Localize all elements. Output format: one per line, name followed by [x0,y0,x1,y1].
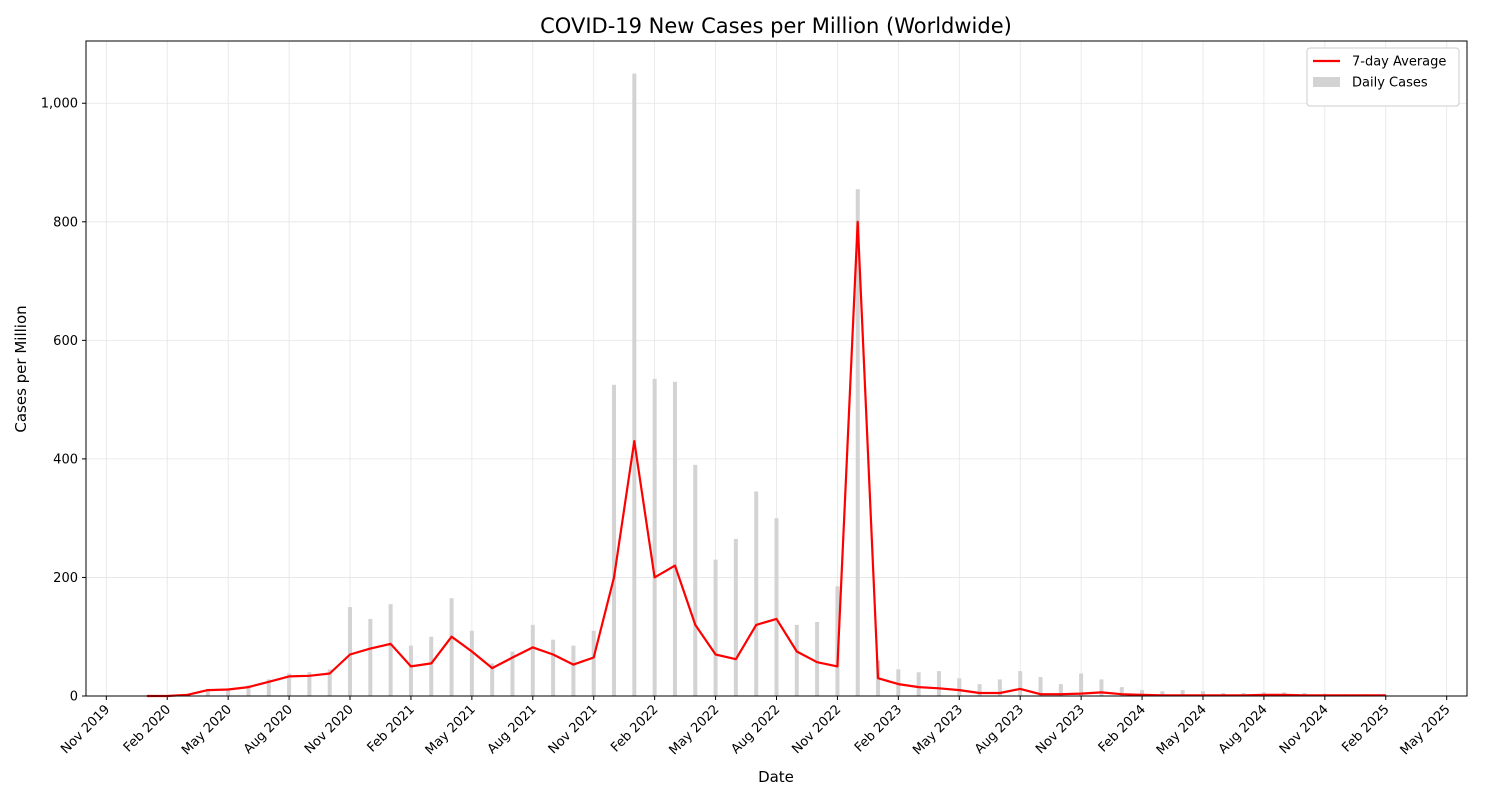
bar [1140,690,1145,696]
bar [408,645,413,696]
bar [713,559,718,696]
x-tick-label: May 2021 [423,702,479,758]
x-tick-label: Aug 2024 [1216,702,1271,757]
bar [1099,679,1104,696]
y-tick-label: 400 [53,452,78,467]
bar [1119,687,1124,696]
bar [1180,690,1185,696]
x-tick-label: May 2023 [910,702,966,758]
chart-title: COVID-19 New Cases per Million (Worldwid… [540,14,1012,38]
bar [205,688,210,696]
x-tick-label: Feb 2021 [365,702,418,755]
x-axis-label: Date [758,768,794,786]
bar [693,464,698,696]
x-tick-label: Feb 2023 [852,702,905,755]
bar [490,663,495,696]
x-tick-label: Feb 2024 [1096,702,1149,755]
bar [997,679,1002,696]
y-axis-label: Cases per Million [12,305,30,432]
bar [1018,671,1023,696]
bar [754,491,759,696]
legend-label: 7-day Average [1352,55,1446,70]
x-tick-label: Feb 2022 [608,702,661,755]
x-tick-label: May 2020 [179,702,235,758]
bar [287,673,292,696]
bar [1200,691,1205,696]
x-tick-label: Nov 2024 [1277,702,1332,757]
bar [835,586,840,696]
legend-box [1306,47,1460,107]
y-tick-label: 600 [53,334,78,349]
x-tick-label: Aug 2023 [972,702,1027,757]
bar [246,685,251,696]
x-tick-label: May 2022 [666,702,722,758]
bar [449,598,454,696]
bar [571,645,576,696]
bar [226,688,231,696]
y-tick-label: 1,000 [41,97,78,112]
bar [733,538,738,696]
x-tick-label: Nov 2019 [58,702,113,757]
legend-label: Daily Cases [1352,76,1428,91]
bar [1058,684,1063,696]
x-tick-label: Nov 2020 [302,702,357,757]
bar [957,678,962,696]
legend: 7-day Average Daily Cases [1306,47,1460,107]
bar [469,630,474,696]
bar [307,672,312,696]
bar [429,636,434,696]
y-tick-label: 800 [53,215,78,230]
bar [632,73,637,696]
x-tick-label: Nov 2023 [1033,702,1088,757]
bar [916,672,921,696]
bar [1038,677,1043,696]
bar [794,624,799,696]
x-tick-label: Nov 2022 [789,702,844,757]
bar [530,624,535,696]
x-tick-label: Feb 2025 [1339,702,1392,755]
bar [1079,673,1084,696]
x-tick-label: Aug 2021 [485,702,540,757]
x-tick-label: Nov 2021 [546,702,601,757]
x-tick-label: May 2024 [1154,702,1210,758]
bar [652,378,657,696]
bar [672,381,677,696]
bar [855,189,860,696]
bar [612,384,617,696]
bar [896,669,901,696]
x-tick-label: Aug 2020 [241,702,296,757]
bar [774,518,779,696]
bar [510,651,515,696]
bar [368,618,373,696]
bar [977,684,982,696]
bar [815,621,820,696]
x-tick-label: Feb 2020 [121,702,174,755]
bar [936,671,941,696]
bar [266,679,271,696]
y-tick-label: 0 [70,690,78,705]
y-tick-label: 200 [53,571,78,586]
x-tick-label: May 2025 [1398,702,1454,758]
plot-frame [85,40,1468,697]
bar [551,639,556,696]
x-tick-label: Aug 2022 [728,702,783,757]
line [146,220,1386,698]
bar [1160,691,1165,696]
bar [388,604,393,696]
bar [327,669,332,696]
legend-swatch [1313,77,1340,87]
bar [348,607,353,696]
bar [591,630,596,696]
